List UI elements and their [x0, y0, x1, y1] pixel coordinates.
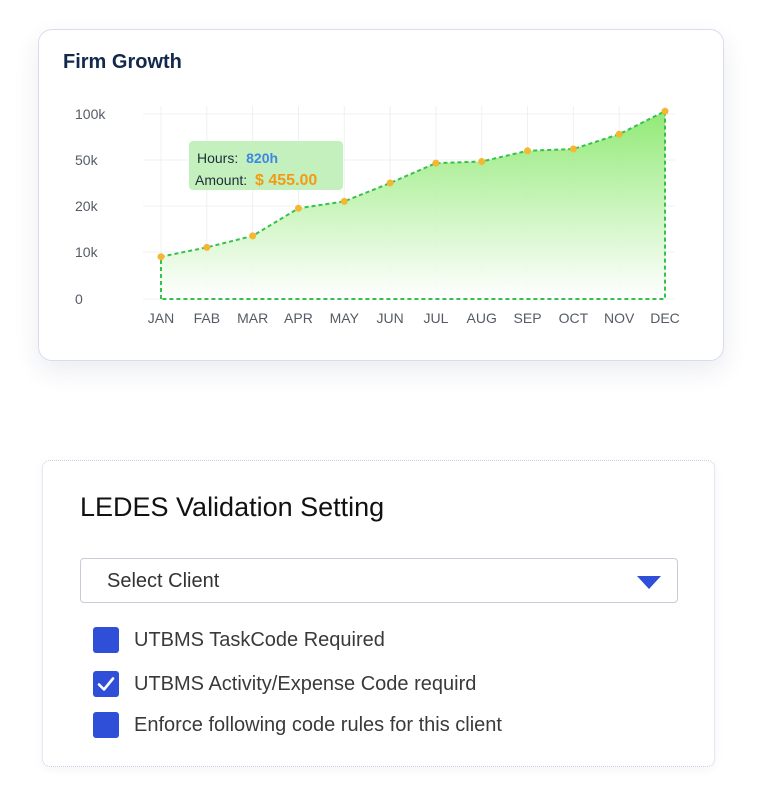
data-point — [249, 232, 257, 240]
growth-area — [161, 111, 665, 299]
data-point — [478, 158, 486, 166]
firm-growth-card: 0 10k 20k 50k 100k JAN FAB MAR APR MAY JUN JUL AUG SE… — [38, 29, 724, 361]
x-tick-label: NOV — [604, 310, 635, 326]
x-tick-label: AUG — [467, 310, 497, 326]
x-tick-label: APR — [284, 310, 313, 326]
checkmark-icon — [97, 677, 115, 691]
data-point — [432, 159, 440, 167]
growth-line — [160, 109, 666, 300]
option-label: UTBMS Activity/Expense Code requird — [134, 673, 477, 695]
x-tick-label: OCT — [559, 310, 589, 326]
data-point — [661, 107, 669, 115]
data-point — [340, 197, 348, 205]
select-client-placeholder: Select Client — [107, 570, 220, 592]
y-tick-label: 50k — [75, 152, 99, 168]
tooltip-amount-value: $ 455.00 — [255, 172, 317, 189]
x-tick-label: MAY — [330, 310, 360, 326]
y-tick-label: 100k — [75, 106, 106, 122]
checkbox-taskcode-required[interactable] — [93, 627, 119, 653]
tooltip-amount-label: Amount: — [195, 172, 247, 188]
ledes-title: LEDES Validation Setting — [80, 492, 385, 522]
option-label: UTBMS TaskCode Required — [134, 629, 385, 651]
data-point — [203, 243, 211, 251]
x-tick-label: FAB — [194, 310, 220, 326]
firm-growth-chart: 0 10k 20k 50k 100k JAN FAB MAR APR MAY JUN JUL AUG SE… — [75, 106, 680, 326]
tooltip-hours-label: Hours: — [197, 150, 238, 166]
y-tick-label: 20k — [75, 198, 99, 214]
ledes-validation-card: LEDES Validation Setting Select Client U… — [42, 460, 715, 767]
x-tick-label: SEP — [514, 310, 542, 326]
svg-text:Hours: 820h: Hours: 820h — [197, 150, 278, 166]
data-point — [157, 253, 165, 261]
checkbox-enforce-code-rules[interactable] — [93, 712, 119, 738]
y-tick-label: 10k — [75, 244, 99, 260]
x-tick-label: JUN — [376, 310, 403, 326]
x-tick-label: MAR — [237, 310, 268, 326]
data-point — [524, 147, 532, 155]
x-tick-label: DEC — [650, 310, 680, 326]
data-point — [569, 145, 577, 153]
data-point — [294, 204, 302, 212]
caret-down-icon[interactable] — [637, 576, 661, 589]
x-tick-label: JUL — [423, 310, 448, 326]
tooltip-hours-value: 820h — [246, 150, 278, 166]
data-point — [615, 130, 623, 138]
chart-tooltip: Hours: 820h Amount: $ 455.00 — [189, 141, 343, 190]
svg-text:Amount: $ 455.00: Amount: $ 455.00 — [195, 172, 317, 189]
tooltip-background — [189, 141, 343, 190]
x-tick-label: JAN — [148, 310, 174, 326]
y-tick-label: 0 — [75, 291, 83, 307]
option-label: Enforce following code rules for this cl… — [134, 714, 502, 736]
checkbox-activity-code-required[interactable] — [93, 671, 119, 697]
chart-title: Firm Growth — [63, 51, 182, 73]
select-client-dropdown[interactable]: Select Client — [80, 558, 678, 603]
data-point — [386, 179, 394, 187]
